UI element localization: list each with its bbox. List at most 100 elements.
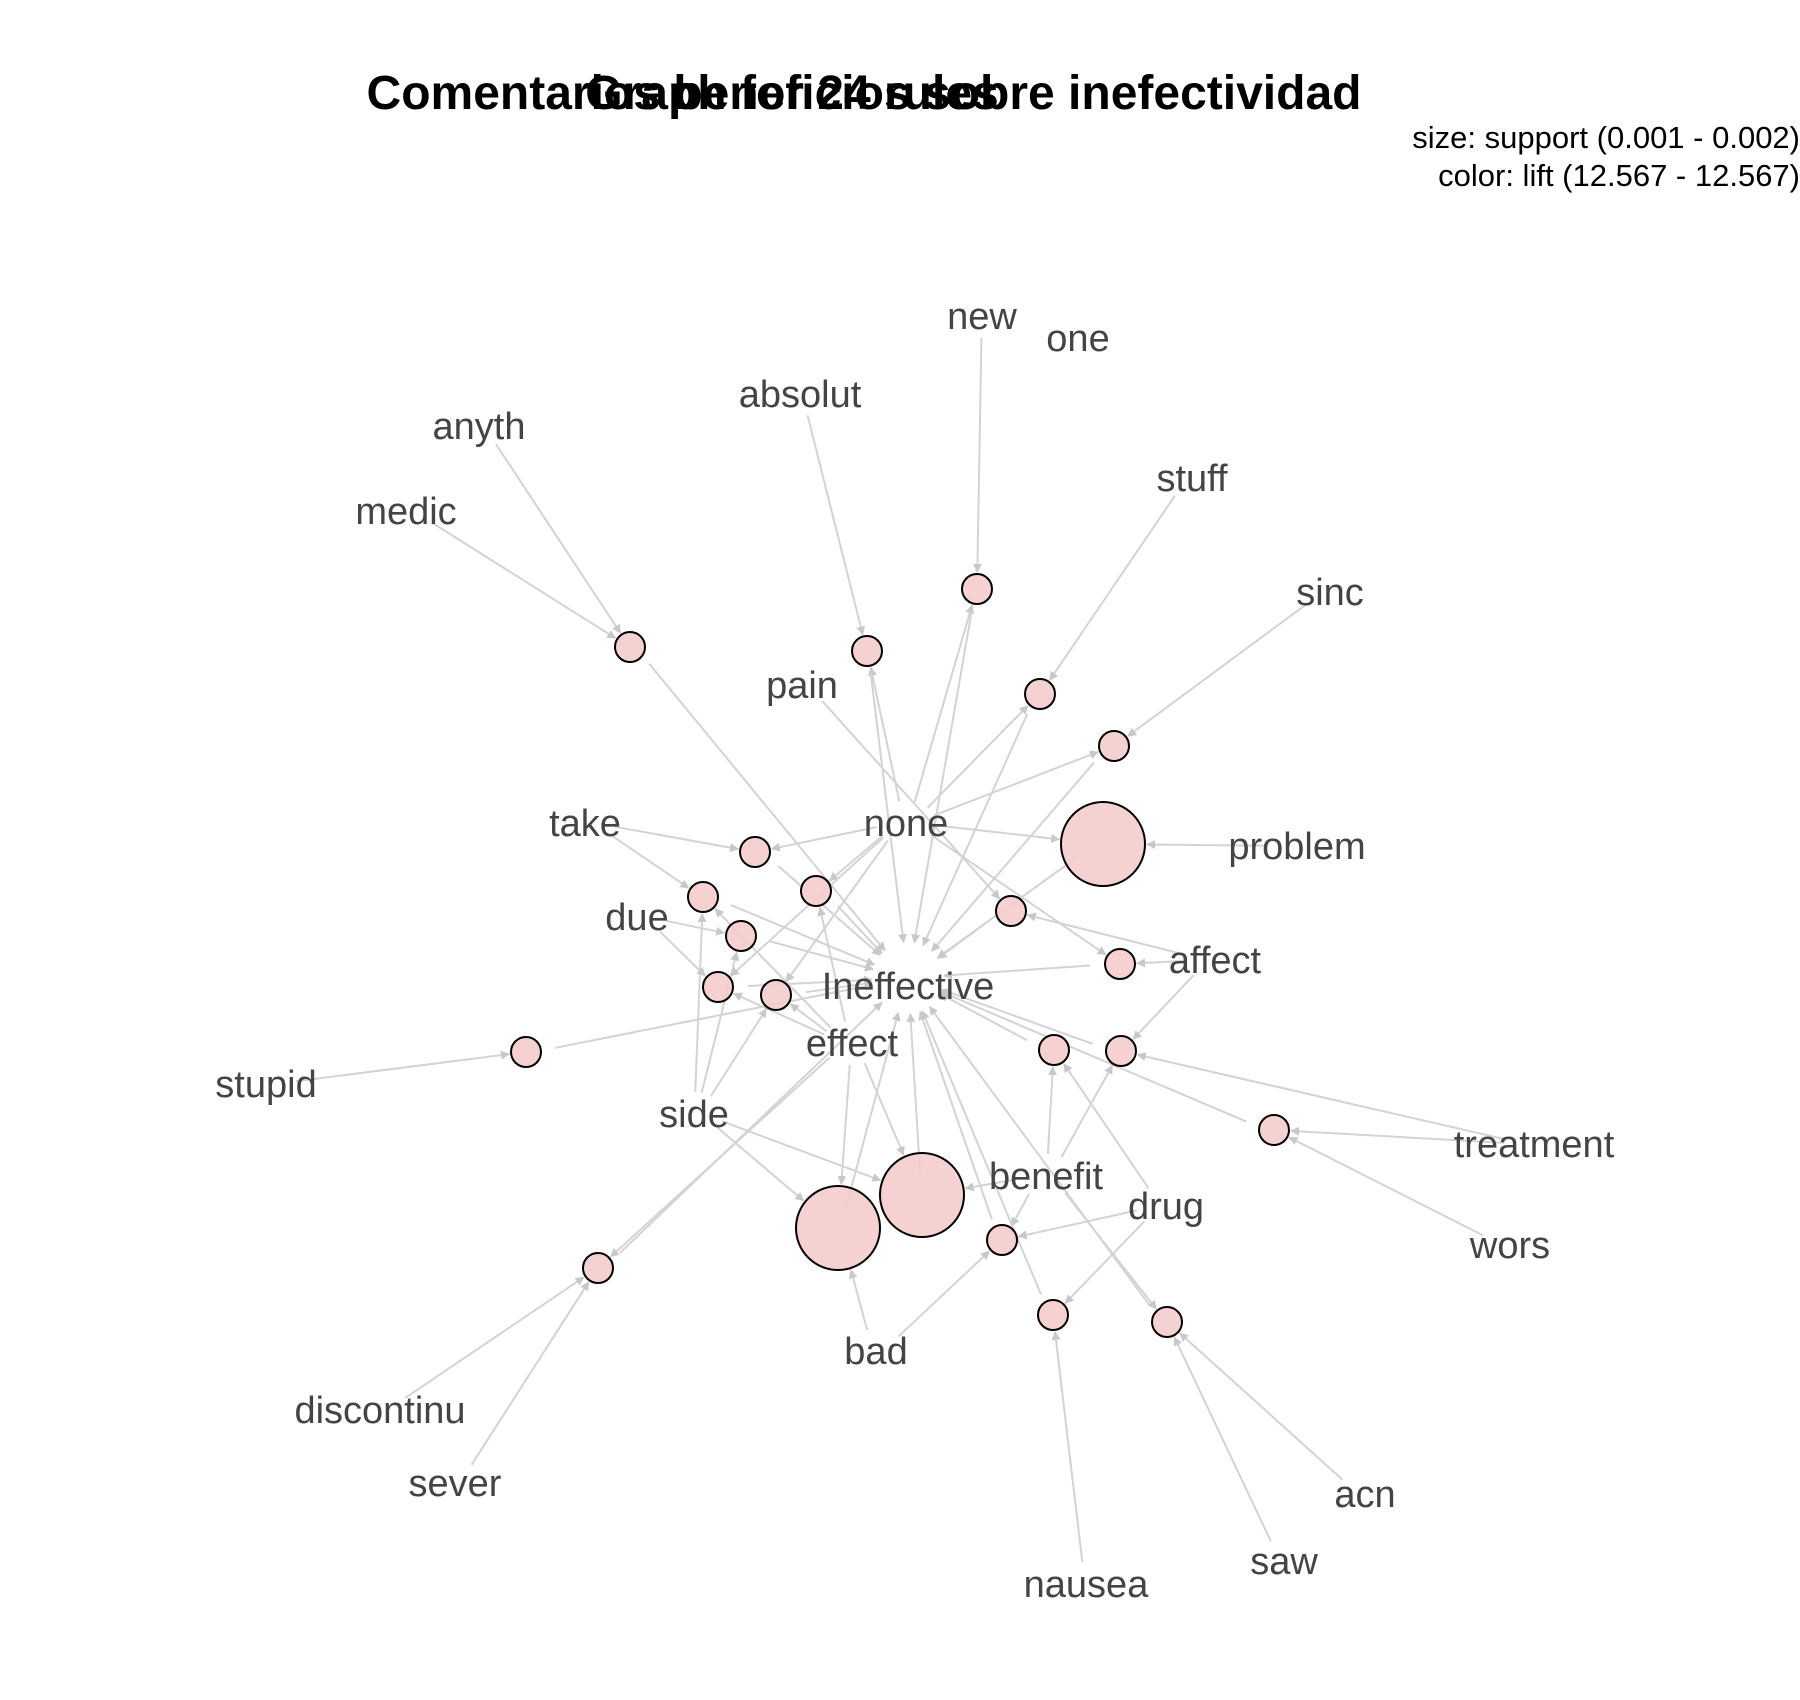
edge-pain-to-r7 (821, 700, 1001, 900)
rule-node-r4 (1024, 678, 1056, 710)
rule-node-r11 (800, 875, 832, 907)
item-label-ineffective: Ineffective (822, 966, 995, 1008)
rule-node-layer (510, 573, 1290, 1338)
rule-node-r24 (1105, 1035, 1137, 1067)
item-label-sinc: sinc (1296, 572, 1364, 614)
edge-effect-to-r14 (789, 1003, 828, 1033)
edge-r21-to-ineffective (918, 1011, 993, 1220)
edge-none-to-r4 (926, 705, 1029, 809)
edge-absolut-to-r2 (806, 415, 866, 636)
item-label-none: none (864, 803, 949, 845)
rule-node-r13 (702, 971, 734, 1003)
edge-none-to-r9 (770, 826, 877, 852)
item-label-anyth: anyth (433, 406, 526, 448)
edge-benefit-to-r21 (1010, 1193, 1030, 1227)
edge-r15-to-ineffective (555, 982, 874, 1049)
item-label-one: one (1046, 318, 1109, 360)
rule-node-r6 (1060, 801, 1146, 887)
item-label-stuff: stuff (1156, 458, 1228, 500)
rule-node-r5 (1098, 730, 1130, 762)
edge-effect-to-r11 (817, 906, 847, 1022)
edge-r14-to-ineffective (805, 979, 874, 994)
edge-r10-to-ineffective (730, 904, 876, 966)
rule-node-r19 (879, 1152, 965, 1238)
chart-overlay-title: Graph for 24 rules (585, 67, 999, 120)
edge-none-to-r13 (730, 836, 885, 977)
item-label-acn: acn (1334, 1474, 1395, 1516)
item-label-problem: problem (1228, 826, 1365, 868)
edge-r1-to-ineffective (911, 610, 973, 944)
edge-side-to-r14 (710, 1008, 768, 1097)
edge-bad-to-r18 (848, 1269, 869, 1331)
rule-node-r15 (510, 1036, 542, 1068)
edge-r8-to-ineffective (943, 964, 1091, 980)
edge-take-to-r9 (614, 825, 740, 853)
legend-color: color: lift (12.567 - 12.567) (1438, 158, 1800, 193)
item-label-due: due (605, 897, 668, 939)
edge-affect-to-r24 (1132, 974, 1195, 1040)
rule-node-r9 (739, 836, 771, 868)
edge-r19-to-ineffective (906, 1013, 922, 1174)
edge-new-to-r1 (972, 337, 983, 573)
edge-stupid-to-r15 (295, 1050, 511, 1083)
edge-layer (295, 337, 1505, 1563)
rule-node-r14 (760, 979, 792, 1011)
item-label-new: new (947, 296, 1017, 338)
edge-problem-to-r6 (1146, 840, 1268, 850)
edge-drug-to-r22 (1064, 1220, 1146, 1304)
item-label-sever: sever (409, 1463, 502, 1505)
item-label-affect: affect (1169, 940, 1262, 982)
edge-r9-to-ineffective (777, 865, 881, 956)
edge-r22-to-ineffective (921, 1010, 1043, 1296)
edge-r16-to-ineffective (940, 990, 1247, 1123)
edge-r17-to-ineffective (939, 993, 1028, 1042)
rule-node-r3 (614, 631, 646, 663)
edge-none-to-r2 (868, 666, 901, 802)
edge-none-to-r11 (828, 835, 883, 882)
edge-effect-to-r13 (732, 992, 825, 1036)
edge-anyth-to-r3 (495, 443, 622, 634)
item-label-take: take (549, 803, 621, 845)
edge-sinc-to-r5 (1127, 603, 1307, 737)
edge-effect-to-r19 (863, 1062, 905, 1156)
rule-node-r22 (1037, 1299, 1069, 1331)
rule-node-r10 (687, 881, 719, 913)
item-label-drug: drug (1128, 1186, 1204, 1228)
edge-r12-to-ineffective (769, 940, 874, 972)
edge-saw-to-r23 (1173, 1336, 1272, 1542)
edge-effect-to-r18 (837, 1064, 851, 1186)
item-label-pain: pain (766, 665, 838, 707)
edge-bad-to-r21 (897, 1250, 990, 1338)
rule-node-r2 (851, 635, 883, 667)
item-label-discontinu: discontinu (294, 1390, 465, 1432)
rule-node-r8 (1104, 948, 1136, 980)
edge-none-to-r6 (935, 824, 1061, 843)
rule-node-r12 (725, 920, 757, 952)
edge-acn-to-r23 (1179, 1332, 1344, 1481)
rule-node-r7 (995, 895, 1027, 927)
edge-treatment-to-r16 (1290, 1126, 1505, 1144)
edge-r24-to-ineffective (941, 988, 1093, 1045)
item-label-saw: saw (1250, 1541, 1318, 1583)
edge-sever-to-r20 (470, 1281, 590, 1466)
edge-medic-to-r3 (431, 521, 617, 640)
edge-benefit-to-r17 (1046, 1066, 1057, 1155)
chart-title: Comentarios beneficios sobre inefectivid… (366, 67, 1362, 120)
edge-r5-to-ineffective (931, 761, 1095, 952)
edge-drug-to-r21 (1017, 1209, 1137, 1240)
item-label-absolut: absolut (739, 374, 862, 416)
edge-wors-to-r16 (1288, 1136, 1484, 1237)
edge-r20-to-ineffective (619, 1001, 883, 1254)
edge-none-to-r14 (785, 839, 889, 983)
edge-none-to-r5 (933, 750, 1099, 817)
edge-treatment-to-r24 (1136, 1052, 1505, 1141)
edge-r3-to-ineffective (648, 663, 886, 952)
edge-r7-to-ineffective (937, 922, 987, 960)
edge-benefit-to-r19 (964, 1178, 1017, 1192)
edge-r11-to-ineffective (837, 905, 883, 954)
edge-affect-to-r8 (1136, 958, 1186, 968)
item-label-benefit: benefit (989, 1156, 1104, 1198)
